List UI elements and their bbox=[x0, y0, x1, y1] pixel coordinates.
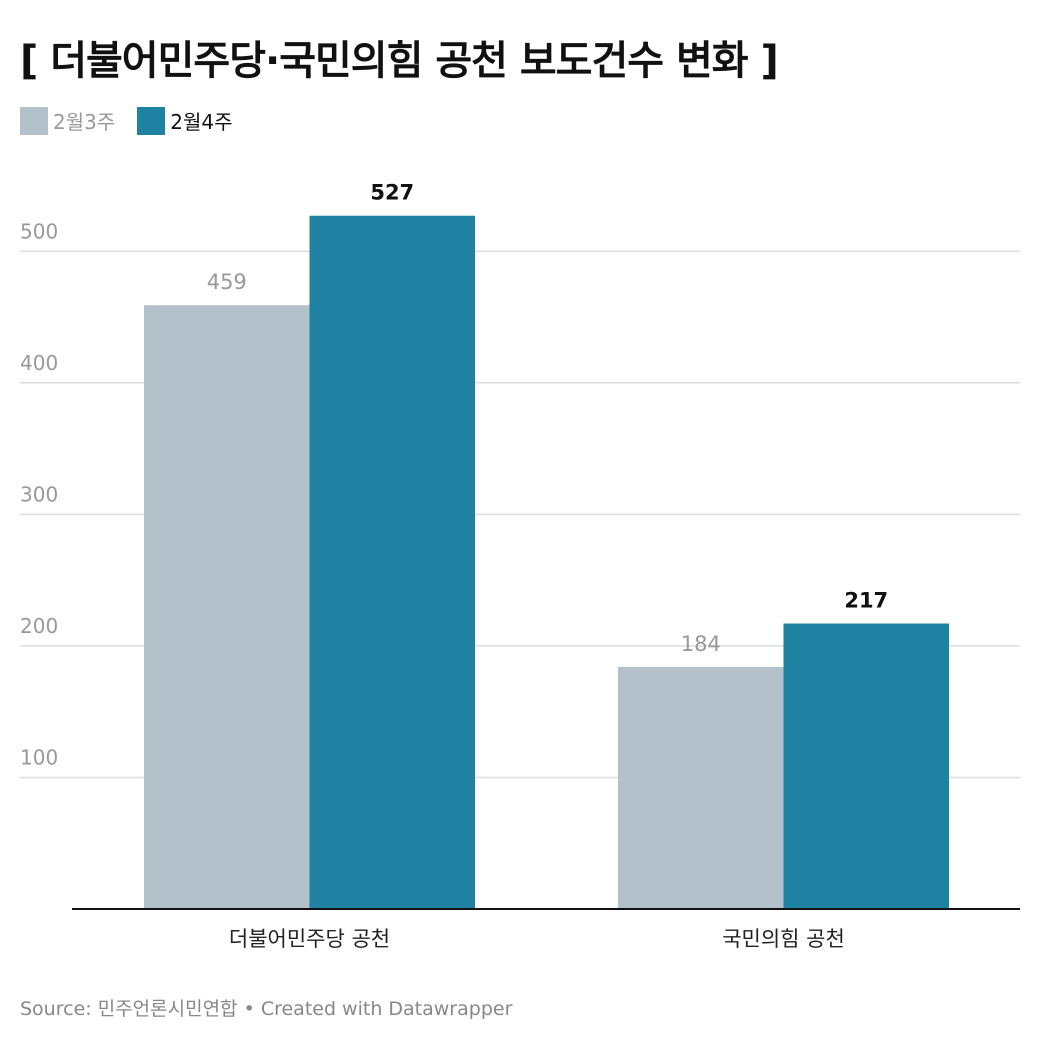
value-label-2-series-1: 184 bbox=[681, 632, 721, 656]
legend-label-series-1: 2월3주 bbox=[53, 110, 116, 134]
y-tick-label-300: 300 bbox=[20, 482, 58, 506]
legend-label-series-2: 2월4주 bbox=[170, 110, 233, 134]
bar-2-series-1 bbox=[618, 666, 784, 909]
y-tick-label-500: 500 bbox=[20, 219, 58, 243]
legend-item-series-1: 2월3주 bbox=[20, 106, 115, 135]
value-label-1-series-2: 527 bbox=[370, 181, 414, 205]
chart-title: [ 더불어민주당·국민의힘 공천 보도건수 변화 ] bbox=[20, 38, 779, 84]
source-note: Source: 민주언론시민연합 • Created with Datawrap… bbox=[20, 998, 513, 1020]
y-tick-label-100: 100 bbox=[20, 745, 58, 769]
y-tick-label-200: 200 bbox=[20, 614, 58, 638]
bar-2-series-2 bbox=[783, 623, 949, 909]
legend-swatch-series-1 bbox=[20, 106, 48, 135]
legend-item-series-2: 2월4주 bbox=[137, 106, 233, 135]
y-tick-label-400: 400 bbox=[20, 351, 58, 375]
bar-1-series-2 bbox=[309, 215, 475, 909]
x-category-label-1: 더불어민주당 공천 bbox=[229, 927, 390, 951]
legend-swatch-series-2 bbox=[137, 106, 166, 135]
legend: 2월3주 2월4주 bbox=[20, 106, 255, 135]
x-category-label-2: 국민의힘 공천 bbox=[722, 927, 845, 951]
value-label-1-series-1: 459 bbox=[207, 270, 247, 294]
bar-1-series-1 bbox=[144, 305, 310, 909]
value-label-2-series-2: 217 bbox=[844, 589, 888, 613]
